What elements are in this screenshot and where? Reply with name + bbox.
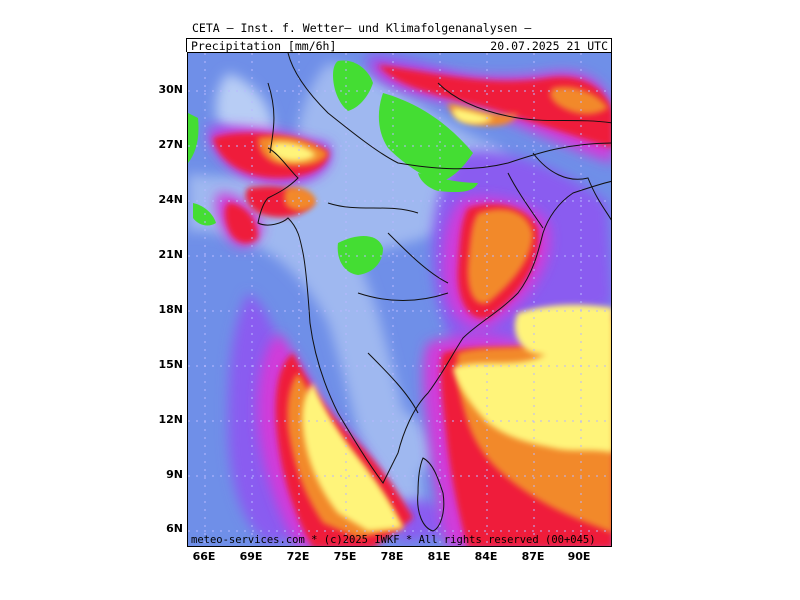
valid-time-label: 20.07.2025 21 UTC (490, 39, 608, 53)
model-source-title: CETA — Inst. f. Wetter— und Klimafolgena… (192, 21, 532, 35)
lat-label: 6N (166, 522, 183, 535)
lon-label: 69E (239, 550, 263, 563)
coastlines (257, 53, 611, 532)
lon-label: 72E (286, 550, 310, 563)
map-canvas (188, 53, 611, 546)
lon-label: 66E (192, 550, 216, 563)
lon-label: 78E (380, 550, 404, 563)
lon-label: 90E (567, 550, 591, 563)
lat-label: 21N (158, 248, 183, 261)
lon-label: 81E (427, 550, 451, 563)
field-no-rain-green (188, 60, 478, 275)
lat-label: 27N (158, 138, 183, 151)
lon-label: 84E (474, 550, 498, 563)
lon-label: 75E (333, 550, 357, 563)
precipitation-map (187, 52, 612, 547)
lon-label: 87E (521, 550, 545, 563)
parameter-label: Precipitation [mm/6h] (191, 39, 337, 53)
lat-label: 12N (158, 413, 183, 426)
lat-label: 9N (166, 468, 183, 481)
lat-label: 15N (158, 358, 183, 371)
field-yellow (271, 108, 611, 531)
lat-label: 30N (158, 83, 183, 96)
lat-label: 18N (158, 303, 183, 316)
lat-label: 24N (158, 193, 183, 206)
header-box (186, 38, 612, 52)
copyright-footer: meteo-services.com * (c)2025 IWKF * All … (191, 534, 596, 546)
